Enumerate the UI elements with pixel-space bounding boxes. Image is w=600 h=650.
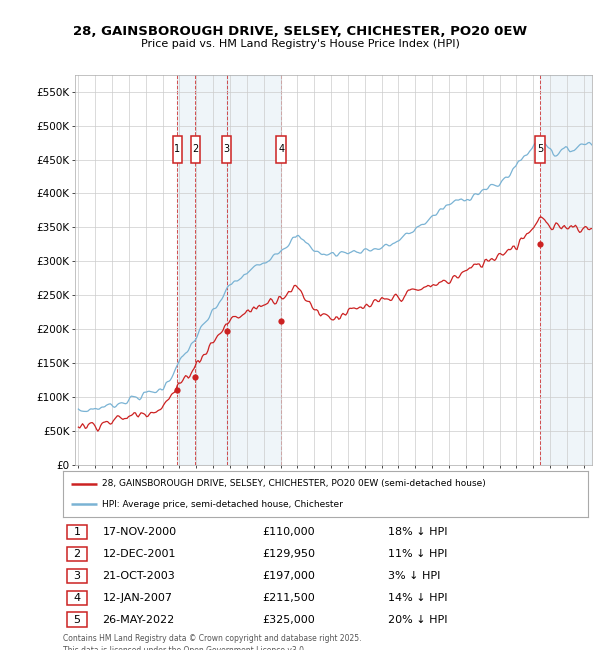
- Text: £325,000: £325,000: [263, 615, 315, 625]
- Text: 20% ↓ HPI: 20% ↓ HPI: [389, 615, 448, 625]
- Text: Contains HM Land Registry data © Crown copyright and database right 2025.
This d: Contains HM Land Registry data © Crown c…: [63, 634, 361, 650]
- Text: 26-MAY-2022: 26-MAY-2022: [103, 615, 175, 625]
- Text: 12-JAN-2007: 12-JAN-2007: [103, 593, 172, 603]
- Text: 14% ↓ HPI: 14% ↓ HPI: [389, 593, 448, 603]
- Text: 5: 5: [537, 144, 543, 154]
- Text: £197,000: £197,000: [263, 571, 316, 581]
- Text: 28, GAINSBOROUGH DRIVE, SELSEY, CHICHESTER, PO20 0EW (semi-detached house): 28, GAINSBOROUGH DRIVE, SELSEY, CHICHEST…: [103, 479, 486, 488]
- Bar: [227, 75, 281, 465]
- Bar: [67, 547, 87, 561]
- Text: 17-NOV-2000: 17-NOV-2000: [103, 527, 176, 537]
- Text: 5: 5: [74, 615, 80, 625]
- Text: 3: 3: [74, 571, 80, 581]
- Text: 3% ↓ HPI: 3% ↓ HPI: [389, 571, 441, 581]
- Text: 11% ↓ HPI: 11% ↓ HPI: [389, 549, 448, 559]
- Text: 18% ↓ HPI: 18% ↓ HPI: [389, 527, 448, 537]
- Bar: [222, 136, 232, 163]
- Text: 4: 4: [278, 144, 284, 154]
- Text: £129,950: £129,950: [263, 549, 316, 559]
- Text: 12-DEC-2001: 12-DEC-2001: [103, 549, 176, 559]
- Text: 1: 1: [74, 527, 80, 537]
- Bar: [173, 136, 182, 163]
- Bar: [277, 136, 286, 163]
- Text: £110,000: £110,000: [263, 527, 315, 537]
- Text: 2: 2: [74, 549, 81, 559]
- Text: 3: 3: [224, 144, 230, 154]
- Bar: [178, 75, 227, 465]
- Text: Price paid vs. HM Land Registry's House Price Index (HPI): Price paid vs. HM Land Registry's House …: [140, 39, 460, 49]
- Bar: [67, 591, 87, 605]
- Text: HPI: Average price, semi-detached house, Chichester: HPI: Average price, semi-detached house,…: [103, 500, 343, 509]
- Bar: [67, 525, 87, 540]
- Bar: [535, 136, 545, 163]
- Bar: [191, 136, 200, 163]
- Bar: [67, 569, 87, 583]
- Bar: [540, 75, 592, 465]
- Text: 1: 1: [175, 144, 181, 154]
- Text: 4: 4: [74, 593, 81, 603]
- Text: £211,500: £211,500: [263, 593, 315, 603]
- Text: 2: 2: [193, 144, 199, 154]
- Text: 21-OCT-2003: 21-OCT-2003: [103, 571, 175, 581]
- Bar: [67, 612, 87, 627]
- Text: 28, GAINSBOROUGH DRIVE, SELSEY, CHICHESTER, PO20 0EW: 28, GAINSBOROUGH DRIVE, SELSEY, CHICHEST…: [73, 25, 527, 38]
